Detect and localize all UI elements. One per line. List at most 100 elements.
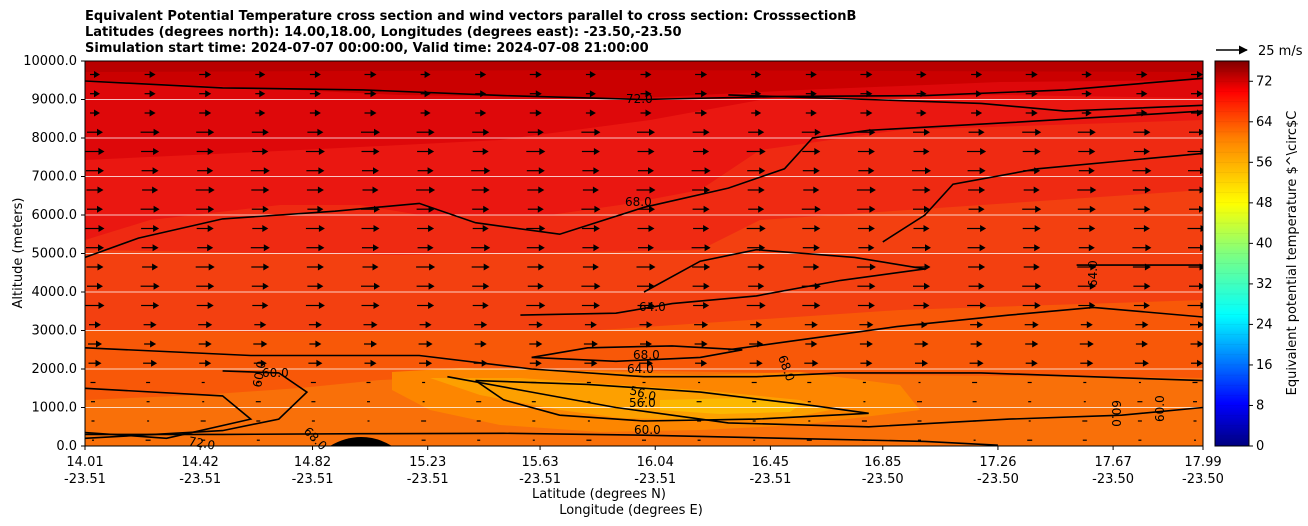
wind-vector-head [1197,109,1203,117]
wind-vector-head [263,186,270,194]
wind-vector-head [1141,90,1148,98]
wind-vector-head [593,302,600,309]
wind-vector-head [373,244,379,252]
y-tick-label: 1000.0 [32,401,78,416]
x-tick-label-latitude: 14.01 [66,455,103,470]
wind-vector-head [923,302,930,309]
wind-vector-head [373,302,380,309]
colorbar-tick-label: 48 [1256,196,1273,211]
contour-label: 60.0 [250,360,268,389]
contour-line [728,94,1203,112]
wind-vector-head [1087,359,1094,367]
x-tick-label-latitude: 14.82 [294,455,331,470]
wind-vector-head [758,128,765,136]
fill-band-54 [660,398,800,414]
wind-vector-head [704,167,711,175]
wind-vector-head [759,302,766,309]
contour-label: 60.0 [1109,400,1123,427]
y-axis-label: Altitude (meters) [11,198,26,309]
colorbar: 0 8 16 24 32 40 48 56 64 72 [1214,60,1273,454]
contour-label: 60.0 [262,366,289,380]
wind-vector-head [1199,263,1203,271]
wind-vector-head [868,167,875,175]
x-tick-label-longitude: -23.50 [977,472,1019,487]
wind-vector-head [869,205,876,213]
wind-vector-head [315,340,322,348]
wind-vector-head [1090,263,1097,271]
wind-vector-head [1144,205,1151,213]
wind-vector-head [701,359,708,367]
wind-vector-head [979,263,986,271]
wind-vector-head [593,225,600,232]
wind-vector-head [1198,321,1203,329]
wind-vector-head [153,302,160,309]
wind-vector-head [922,359,928,367]
wind-vector-head [593,167,600,175]
wind-vector-head [1031,359,1038,367]
wind-vector-head [1031,71,1038,78]
wind-vector-head [538,186,545,194]
wind-vector-head [97,128,103,136]
wind-vector-head [97,282,103,290]
colorbar-tick-label: 40 [1256,236,1273,251]
wind-vector-head [94,71,100,78]
wind-vector-head [976,90,983,98]
chart-title-line-3: Simulation start time: 2024-07-07 00:00:… [85,41,649,56]
wind-vector-head [424,90,431,98]
wind-vector-head [1089,282,1096,290]
wind-vector-head [1035,282,1042,290]
wind-vector-head [372,263,379,271]
wind-vector-head [1035,205,1042,213]
wind-vector-head [649,263,656,271]
wind-vector-head [373,225,380,232]
wind-vector-head [536,340,543,348]
wind-vector-head [977,321,984,329]
wind-vector-head [424,71,431,78]
wind-vector-head [207,302,214,309]
wind-vector-head [758,186,765,194]
wind-vector-head [537,205,544,213]
x-axis-label-latitude: Latitude (degrees N) [532,487,666,502]
wind-vector-head [317,263,324,271]
wind-vector-head [317,282,324,290]
contour-line [85,110,1203,259]
wind-vector-head [1034,302,1041,309]
wind-vector-head [866,71,873,78]
wind-vector-head [866,109,873,117]
wind-vector-head [149,90,156,98]
wind-vector-head [424,109,431,117]
colorbar-tick-label: 24 [1256,317,1273,332]
wind-vector-head [811,340,818,348]
wind-vector-head [701,90,708,98]
wind-vector-head [811,321,818,329]
wind-vector-head [649,282,655,290]
wind-vector-head [920,109,927,117]
wind-vector-head [977,359,984,367]
wind-vector-head [481,359,488,367]
wind-vector-head [756,359,763,367]
wind-vector-head [208,128,215,136]
wind-vector-head [979,244,986,252]
wind-vector-head [980,225,987,232]
x-tick-label-longitude: -23.50 [862,472,904,487]
wind-vector-head [648,167,654,175]
x-tick-label-latitude: 14.42 [182,455,219,470]
wind-vector-head [1199,128,1203,136]
wind-vector-head [1200,225,1203,232]
colorbar-tick-label: 8 [1256,398,1264,413]
contour-line [85,432,998,446]
wind-vector-head [262,148,269,155]
wind-vector-head [704,186,711,194]
wind-vector-head [535,71,542,78]
contour-label: 72.0 [187,434,216,452]
wind-vector-head [482,148,489,155]
wind-vector-head [646,340,652,348]
wind-vector-head [1088,244,1095,252]
y-tick-label: 9000.0 [32,93,78,108]
wind-vector-head [205,109,212,117]
wind-vector-head [1032,340,1039,348]
wind-vector-head [814,205,821,213]
wind-vector-head [373,167,379,175]
x-tick-label-longitude: -23.50 [1092,472,1134,487]
wind-vector-head [648,148,655,155]
